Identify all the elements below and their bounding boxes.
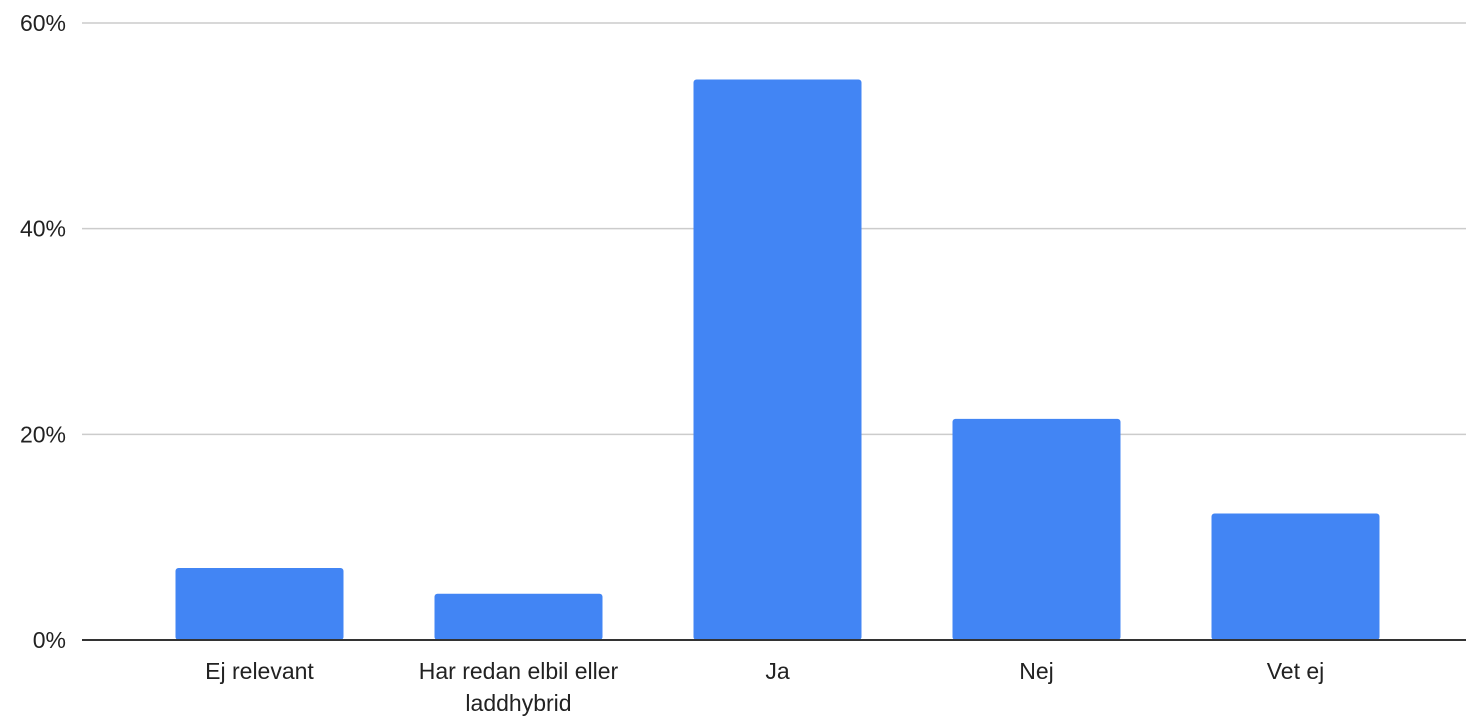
x-tick-label: laddhybrid [465, 690, 571, 716]
y-tick-label: 20% [20, 421, 66, 447]
bar-2 [693, 79, 862, 640]
bar-4 [1211, 513, 1380, 640]
bar-1 [434, 593, 603, 640]
x-tick-label: Vet ej [1267, 658, 1325, 684]
x-tick-label: Ja [765, 658, 790, 684]
x-tick-label: Nej [1019, 658, 1054, 684]
x-tick-label: Ej relevant [205, 658, 314, 684]
y-tick-label: 0% [33, 627, 66, 653]
bars [175, 79, 1380, 640]
y-tick-label: 40% [20, 216, 66, 242]
bar-0 [175, 568, 344, 640]
tick-labels: 0% 20% 40% 60% Ej relevant Har redan elbil el… [20, 10, 1324, 716]
x-tick-label: Har redan elbil eller [419, 658, 619, 684]
y-tick-label: 60% [20, 10, 66, 36]
bar-3 [952, 418, 1121, 640]
